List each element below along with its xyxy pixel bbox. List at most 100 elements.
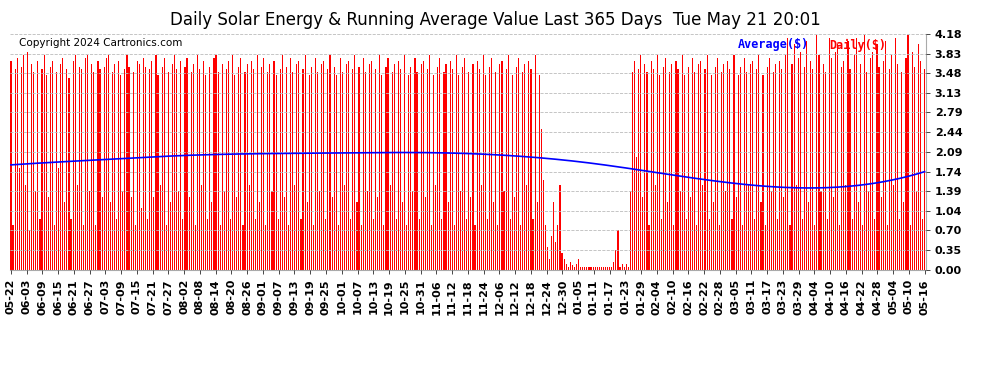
Bar [427, 69, 428, 270]
Bar [371, 61, 372, 270]
Bar [277, 219, 279, 270]
Bar [768, 58, 770, 270]
Bar [259, 202, 260, 270]
Bar [572, 266, 573, 270]
Bar [661, 219, 662, 270]
Bar [632, 72, 633, 270]
Bar [464, 58, 465, 270]
Bar [354, 55, 355, 270]
Bar [618, 230, 619, 270]
Bar [582, 267, 583, 270]
Bar [438, 66, 439, 270]
Bar [595, 267, 596, 270]
Bar [199, 69, 200, 270]
Bar [806, 41, 807, 270]
Bar [715, 66, 716, 270]
Bar [756, 69, 757, 270]
Bar [667, 202, 668, 270]
Bar [425, 196, 426, 270]
Bar [810, 61, 811, 270]
Bar [711, 75, 712, 270]
Bar [366, 191, 368, 270]
Bar [485, 75, 486, 270]
Bar [864, 36, 865, 270]
Bar [512, 75, 513, 270]
Bar [874, 219, 875, 270]
Bar [385, 66, 386, 270]
Bar [300, 219, 302, 270]
Bar [203, 61, 204, 270]
Bar [654, 185, 655, 270]
Bar [429, 55, 430, 270]
Bar [321, 64, 323, 270]
Bar [133, 72, 134, 270]
Bar [303, 69, 304, 270]
Bar [764, 225, 765, 270]
Bar [23, 55, 24, 270]
Bar [112, 72, 113, 270]
Bar [783, 196, 784, 270]
Bar [193, 64, 194, 270]
Bar [868, 191, 869, 270]
Bar [182, 219, 183, 270]
Bar [555, 242, 556, 270]
Bar [821, 191, 822, 270]
Bar [62, 58, 63, 270]
Bar [478, 69, 480, 270]
Bar [508, 55, 509, 270]
Bar [804, 66, 805, 270]
Bar [789, 225, 790, 270]
Bar [379, 55, 380, 270]
Bar [466, 219, 467, 270]
Bar [781, 69, 782, 270]
Bar [180, 61, 181, 270]
Bar [319, 191, 320, 270]
Bar [855, 38, 856, 270]
Bar [586, 267, 587, 270]
Bar [504, 191, 505, 270]
Bar [829, 38, 830, 270]
Bar [449, 61, 450, 270]
Bar [220, 225, 221, 270]
Bar [725, 191, 727, 270]
Bar [719, 225, 720, 270]
Bar [74, 55, 75, 270]
Bar [607, 267, 608, 270]
Bar [172, 64, 173, 270]
Bar [234, 75, 236, 270]
Bar [740, 66, 741, 270]
Bar [872, 53, 873, 270]
Bar [410, 66, 412, 270]
Bar [342, 72, 343, 270]
Bar [64, 202, 65, 270]
Bar [95, 225, 96, 270]
Bar [570, 261, 571, 270]
Bar [224, 191, 225, 270]
Bar [808, 202, 809, 270]
Bar [97, 61, 99, 270]
Bar [910, 225, 911, 270]
Bar [785, 55, 786, 270]
Bar [408, 75, 409, 270]
Bar [506, 69, 507, 270]
Bar [628, 267, 629, 270]
Bar [460, 191, 461, 270]
Bar [10, 61, 12, 270]
Bar [40, 219, 41, 270]
Bar [265, 225, 266, 270]
Bar [396, 219, 397, 270]
Bar [605, 267, 606, 270]
Bar [309, 75, 310, 270]
Bar [197, 55, 198, 270]
Bar [611, 267, 613, 270]
Bar [491, 58, 492, 270]
Bar [143, 58, 145, 270]
Bar [170, 202, 171, 270]
Bar [636, 157, 638, 270]
Bar [116, 219, 117, 270]
Bar [176, 69, 177, 270]
Bar [641, 55, 642, 270]
Bar [663, 66, 664, 270]
Bar [184, 66, 185, 270]
Bar [895, 38, 896, 270]
